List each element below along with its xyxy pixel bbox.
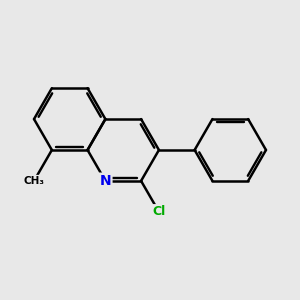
Text: CH₃: CH₃ bbox=[23, 176, 44, 186]
Text: Cl: Cl bbox=[152, 205, 166, 218]
Text: N: N bbox=[100, 174, 111, 188]
